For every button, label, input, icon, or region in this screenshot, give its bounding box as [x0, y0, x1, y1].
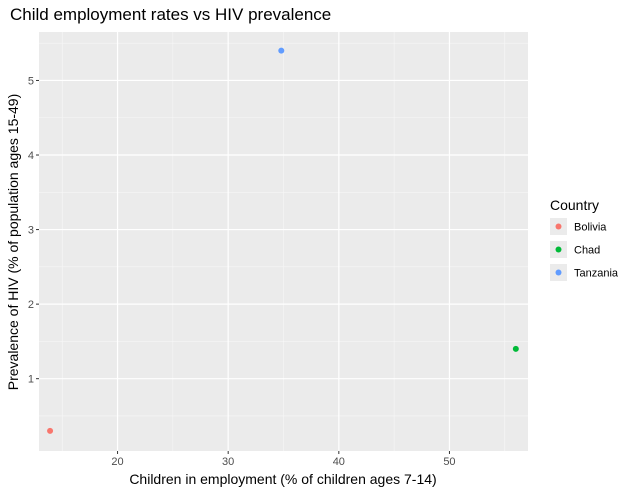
legend-title: Country	[550, 197, 599, 213]
legend-item-chad: Chad	[550, 241, 600, 258]
minor-gridlines	[39, 32, 528, 451]
chart-title: Child employment rates vs HIV prevalence	[10, 5, 331, 24]
x-tick-label: 50	[443, 456, 455, 468]
legend-key-point	[555, 269, 562, 276]
x-tick-label: 20	[111, 456, 123, 468]
x-tick-label: 40	[333, 456, 345, 468]
legend-label: Tanzania	[574, 268, 619, 280]
y-tick-label: 4	[28, 150, 34, 162]
y-tick-label: 5	[28, 75, 34, 87]
x-tick-label: 30	[222, 456, 234, 468]
data-point-tanzania	[278, 47, 285, 54]
x-axis-ticks: 20 30 40 50	[111, 451, 456, 468]
legend-item-tanzania: Tanzania	[550, 264, 619, 281]
y-tick-label: 1	[28, 374, 34, 386]
y-axis-label: Prevalence of HIV (% of population ages …	[5, 94, 21, 391]
major-gridlines	[39, 32, 528, 451]
data-point-bolivia	[47, 427, 54, 434]
legend-label: Bolivia	[574, 222, 607, 234]
legend-key-point	[555, 246, 562, 253]
legend-label: Chad	[574, 245, 600, 257]
legend: Country Bolivia Chad Tanzania	[550, 197, 619, 281]
data-point-chad	[512, 345, 519, 352]
x-axis-label: Children in employment (% of children ag…	[129, 471, 436, 487]
y-axis-ticks: 1 2 3 4 5	[28, 75, 39, 386]
legend-key-point	[555, 223, 562, 230]
y-tick-label: 2	[28, 299, 34, 311]
legend-item-bolivia: Bolivia	[550, 218, 607, 235]
y-tick-label: 3	[28, 225, 34, 237]
data-points	[47, 47, 519, 434]
